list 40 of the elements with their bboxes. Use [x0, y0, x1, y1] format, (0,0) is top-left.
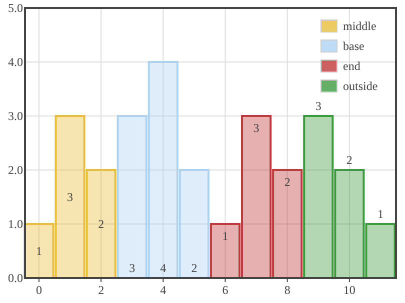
- data-label: 4: [160, 261, 166, 275]
- data-label: 1: [36, 244, 42, 258]
- y-tick-label: 5.0: [8, 1, 23, 15]
- data-label: 3: [67, 190, 74, 204]
- x-tick-label: 10: [343, 283, 356, 297]
- x-tick-label: 6: [222, 283, 228, 297]
- bar: [365, 223, 396, 279]
- x-tick-label: 0: [36, 283, 42, 297]
- bar: [178, 169, 210, 279]
- bar: [116, 115, 148, 279]
- bar: [241, 115, 272, 279]
- bar: [24, 223, 54, 279]
- bar: [272, 169, 303, 279]
- data-label: 1: [222, 229, 228, 243]
- data-label: 1: [377, 207, 384, 221]
- data-label: 2: [284, 175, 290, 189]
- y-tick-label: 1.0: [8, 217, 23, 231]
- data-label: 3: [315, 99, 322, 113]
- data-label: 2: [346, 153, 352, 167]
- y-tick-label: 3.0: [8, 109, 23, 123]
- x-tick-label: 2: [98, 283, 104, 297]
- x-tick-label: 4: [160, 283, 166, 297]
- bar: [334, 169, 365, 279]
- bar: [54, 115, 86, 279]
- y-tick-label: 4.0: [8, 55, 23, 69]
- data-label: 3: [253, 121, 260, 135]
- data-label: 3: [129, 261, 136, 275]
- legend-label: base: [343, 39, 364, 53]
- x-tick-label: 8: [284, 283, 290, 297]
- data-label: 2: [191, 261, 198, 275]
- y-tick-label: 0.0: [8, 271, 23, 285]
- legend-label: end: [343, 59, 360, 73]
- bar: [210, 223, 241, 279]
- bar: [303, 115, 334, 279]
- y-tick-label: 2.0: [8, 163, 23, 177]
- bar: [148, 61, 178, 279]
- legend-label: middle: [343, 19, 376, 33]
- bar: [86, 169, 116, 279]
- data-label: 2: [98, 217, 104, 231]
- legend-label: outside: [343, 79, 378, 93]
